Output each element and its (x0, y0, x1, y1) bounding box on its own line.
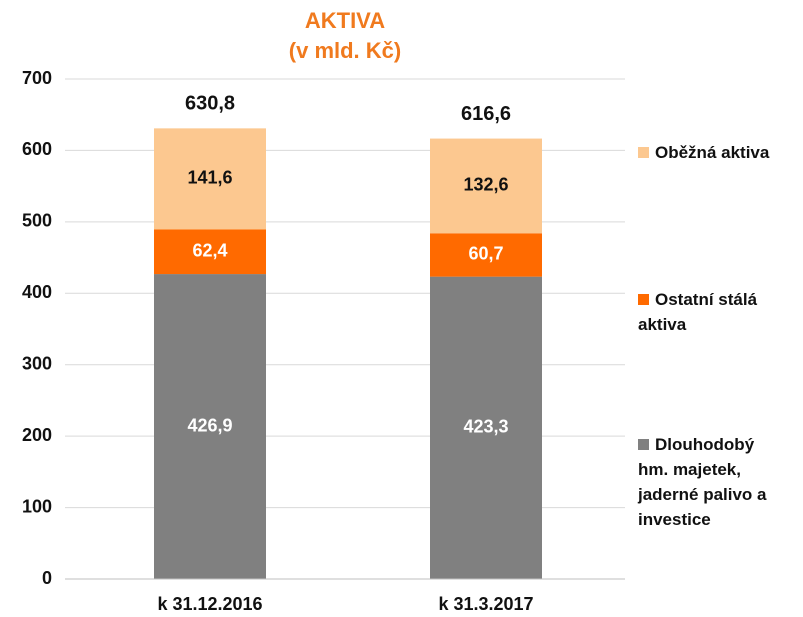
bar-segment (154, 274, 266, 579)
y-tick-label: 200 (22, 425, 52, 445)
total-label: 616,6 (461, 103, 511, 125)
value-label: 60,7 (468, 244, 503, 264)
value-label: 426,9 (187, 415, 232, 435)
y-tick-label: 0 (42, 568, 52, 588)
y-tick-label: 100 (22, 496, 52, 516)
legend-label: Ostatní stálá aktiva (638, 290, 758, 334)
legend-label: Oběžná aktiva (655, 143, 770, 162)
value-label: 132,6 (463, 175, 508, 195)
legend-entry: Dlouhodobý hm. majetek, jaderné palivo a… (638, 432, 788, 532)
legend-label: Dlouhodobý hm. majetek, jaderné palivo a… (638, 435, 767, 529)
legend-swatch (638, 294, 649, 305)
bar-segment (430, 276, 542, 579)
value-label: 423,3 (463, 417, 508, 437)
y-tick-label: 500 (22, 211, 52, 231)
bar-segment (430, 233, 542, 277)
bar-segment (154, 229, 266, 275)
legend-swatch (638, 439, 649, 450)
value-label: 141,6 (187, 168, 232, 188)
chart-subtitle: (v mld. Kč) (289, 38, 401, 63)
legend-swatch (638, 147, 649, 158)
bar-segment (154, 128, 266, 230)
legend-entry: Ostatní stálá aktiva (638, 287, 788, 337)
x-tick-label: k 31.12.2016 (157, 594, 262, 614)
bar-segment (430, 138, 542, 234)
legend-entry: Oběžná aktiva (638, 140, 788, 165)
y-tick-label: 700 (22, 68, 52, 88)
y-tick-label: 400 (22, 282, 52, 302)
y-tick-label: 300 (22, 353, 52, 373)
x-tick-label: k 31.3.2017 (438, 594, 533, 614)
chart-title: AKTIVA (305, 8, 385, 33)
value-label: 62,4 (192, 241, 227, 261)
total-label: 630,8 (185, 93, 235, 115)
y-tick-label: 600 (22, 139, 52, 159)
